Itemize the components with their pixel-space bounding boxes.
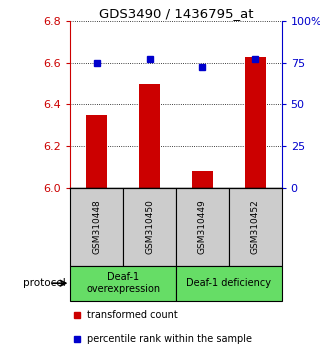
Bar xyxy=(245,57,266,188)
Text: Deaf-1
overexpression: Deaf-1 overexpression xyxy=(86,272,160,294)
Text: protocol: protocol xyxy=(23,278,66,288)
Text: GSM310452: GSM310452 xyxy=(251,199,260,254)
Text: transformed count: transformed count xyxy=(87,309,178,320)
Bar xyxy=(123,188,176,266)
Bar xyxy=(176,266,282,301)
Text: Deaf-1 deficiency: Deaf-1 deficiency xyxy=(186,278,271,288)
Bar xyxy=(70,266,176,301)
Bar xyxy=(176,188,229,266)
Text: GSM310449: GSM310449 xyxy=(198,199,207,254)
Text: GSM310450: GSM310450 xyxy=(145,199,154,254)
Text: GSM310448: GSM310448 xyxy=(92,199,101,254)
Bar xyxy=(139,84,160,188)
Text: percentile rank within the sample: percentile rank within the sample xyxy=(87,334,252,344)
Bar xyxy=(86,115,108,188)
Bar xyxy=(70,188,123,266)
Bar xyxy=(192,171,213,188)
Title: GDS3490 / 1436795_at: GDS3490 / 1436795_at xyxy=(99,7,253,20)
Bar xyxy=(229,188,282,266)
